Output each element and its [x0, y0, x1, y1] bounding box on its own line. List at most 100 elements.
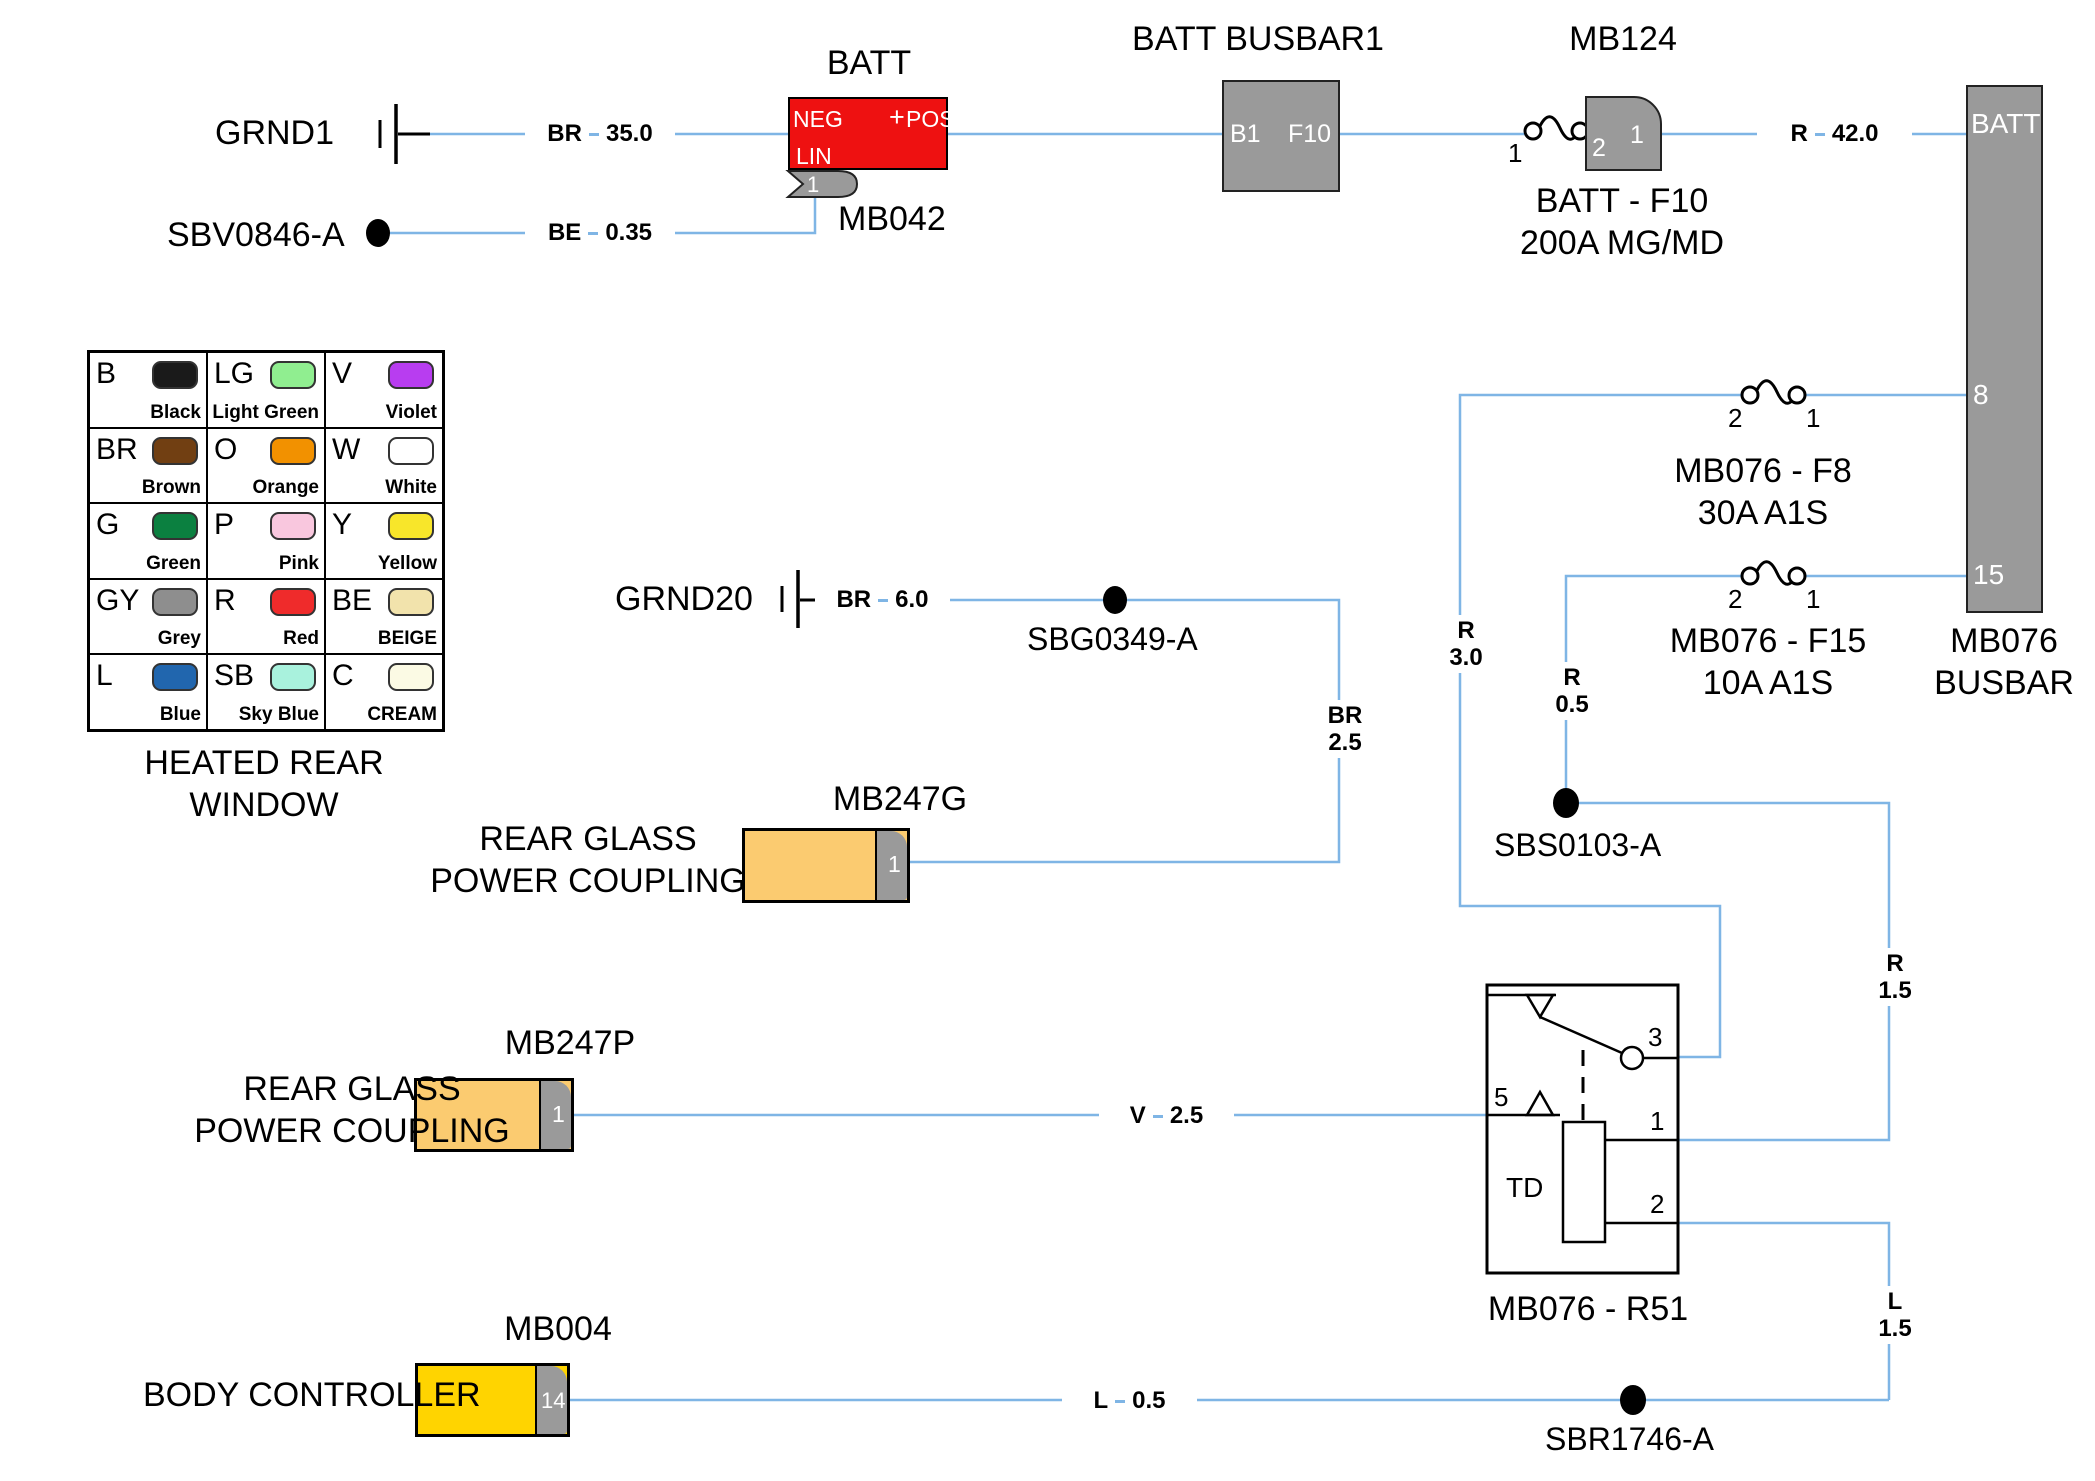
color-swatch-sky-blue [270, 663, 316, 692]
color-swatch-beige [388, 587, 434, 616]
wire-label-r-15: R 1.5 [1851, 948, 1939, 1006]
mb247g-pin-number: 1 [888, 851, 901, 877]
wire-label-br-25: BR 2.5 [1301, 700, 1389, 758]
mb247p-title: MB247P [504, 1024, 636, 1062]
color-swatch-cream [388, 663, 434, 692]
legend-cell-brown: BR Brown [89, 427, 207, 504]
mb124-fuse-name: BATT - F10 200A MG/MD [1519, 182, 1725, 262]
color-swatch-violet [388, 361, 434, 389]
splice-sbv0846a-label: SBV0846-A [167, 216, 345, 254]
legend-cell-red: R Red [207, 578, 325, 655]
fuse-symbol-mb124 [1523, 115, 1590, 141]
batt-busbar1-component [1222, 80, 1340, 192]
splice-sbg0349a-label: SBG0349-A [1027, 621, 1198, 657]
legend-cell-orange: O Orange [207, 427, 325, 504]
ground-symbol-grnd1 [378, 104, 430, 164]
fuse-f15-pin-2: 2 [1728, 584, 1743, 614]
mb076-busbar-pin-batt: BATT [1971, 108, 2041, 139]
mb247p-pin-number: 1 [552, 1101, 565, 1127]
wire-color-legend: B Black LG Light Green V Violet BR Brown… [87, 350, 445, 732]
color-swatch-yellow [388, 512, 434, 541]
legend-cell-white: W White [325, 427, 443, 504]
color-swatch-red [270, 587, 316, 616]
connector-mb247p-pin [539, 1081, 571, 1149]
wire-label-r-42: R 42.0 [1757, 119, 1912, 149]
color-swatch-white [388, 436, 434, 465]
splice-dot-sbg0349a [1103, 586, 1127, 614]
splice-sbr1746a-label: SBR1746-A [1545, 1421, 1714, 1457]
battery-pos-label: POS [906, 106, 955, 132]
wire-label-be-035: BE 0.35 [525, 218, 675, 248]
relay-pin-5-label: 5 [1494, 1082, 1509, 1112]
fuse-holder-mb124 [1585, 96, 1662, 171]
fuse-f8-pin-2: 2 [1728, 403, 1743, 433]
mb124-title: MB124 [1569, 20, 1677, 58]
legend-cell-pink: P Pink [207, 503, 325, 579]
connector-tab-mb042 [785, 170, 859, 198]
color-swatch-light-green [270, 361, 316, 389]
legend-cell-light-green: LG Light Green [207, 352, 325, 428]
color-swatch-grey [152, 587, 198, 616]
splice-sbs0103a-label: SBS0103-A [1494, 827, 1662, 863]
mb076-busbar-pin-15: 15 [1973, 559, 2005, 590]
diagram-title: HEATED REAR WINDOW [144, 744, 384, 824]
grnd20-label: GRND20 [615, 580, 753, 618]
wire-label-v-25: V 2.5 [1099, 1101, 1234, 1131]
splice-dot-sbv0846a [366, 219, 390, 247]
fuse-f15-label: MB076 - F15 10A A1S [1669, 622, 1867, 702]
mb124-pin-2: 2 [1592, 134, 1606, 162]
color-swatch-blue [152, 663, 198, 692]
battery-component [788, 97, 948, 170]
busbar1-pin-f10: F10 [1288, 120, 1332, 148]
splice-dot-sbr1746a [1620, 1385, 1646, 1415]
color-swatch-pink [270, 512, 316, 541]
mb004-pin-number: 14 [541, 1388, 566, 1413]
grnd1-label: GRND1 [215, 114, 335, 152]
wire-label-r-05: R 0.5 [1528, 662, 1616, 720]
mb247g-title: MB247G [832, 780, 968, 818]
legend-cell-black: B Black [89, 352, 207, 428]
connector-mb247p [414, 1078, 574, 1152]
relay-pin-1-label: 1 [1650, 1106, 1665, 1136]
wire-label-l-05: L 0.5 [1062, 1386, 1197, 1416]
wire-label-l-15: L 1.5 [1851, 1286, 1939, 1344]
legend-cell-sky-blue: SB Sky Blue [207, 654, 325, 730]
relay-name-label: MB076 - R51 [1487, 1290, 1689, 1328]
mb004-title: MB004 [504, 1310, 612, 1348]
legend-cell-green: G Green [89, 503, 207, 579]
color-swatch-green [152, 512, 198, 541]
wire-label-r-30: R 3.0 [1422, 615, 1510, 673]
mb042-label: MB042 [838, 200, 946, 238]
color-swatch-orange [270, 436, 316, 465]
color-swatch-brown [152, 436, 198, 465]
battery-pos-sign: + [889, 102, 905, 132]
mb076-busbar-label: MB076 BUSBAR [1934, 622, 2074, 702]
legend-cell-beige: BE BEIGE [325, 578, 443, 655]
fuse-f8-pin-1: 1 [1806, 403, 1821, 433]
wire-f15-to-sbs [1564, 574, 1742, 803]
mb247g-description: REAR GLASS POWER COUPLING [430, 820, 746, 900]
relay-mb076-r51-symbol [1485, 983, 1680, 1275]
connector-mb004-pin [535, 1366, 567, 1434]
mb076-busbar-component [1966, 85, 2043, 613]
relay-pin-2-label: 2 [1650, 1189, 1665, 1219]
mb042-pin-number: 1 [807, 172, 820, 197]
battery-neg-label: NEG [793, 106, 843, 132]
mb247p-description: REAR GLASS POWER COUPLING [194, 1070, 510, 1150]
legend-cell-blue: L Blue [89, 654, 207, 730]
relay-type-label: TD [1506, 1172, 1544, 1203]
busbar1-pin-b1: B1 [1230, 120, 1261, 148]
color-swatch-black [152, 361, 198, 389]
legend-cell-cream: C CREAM [325, 654, 443, 730]
connector-mb247g [742, 828, 910, 903]
mb124-pin-1: 1 [1630, 121, 1644, 149]
mb076-busbar-pin-8: 8 [1973, 379, 1989, 410]
fuse-symbol-f8 [1740, 379, 1807, 405]
wire-label-br-6: BR 6.0 [815, 585, 950, 615]
wire-label-br-35: BR 35.0 [525, 119, 675, 149]
legend-cell-violet: V Violet [325, 352, 443, 428]
mb004-description: BODY CONTROLLER [143, 1376, 481, 1414]
batt-busbar1-title: BATT BUSBAR1 [1132, 20, 1384, 58]
legend-cell-yellow: Y Yellow [325, 503, 443, 579]
